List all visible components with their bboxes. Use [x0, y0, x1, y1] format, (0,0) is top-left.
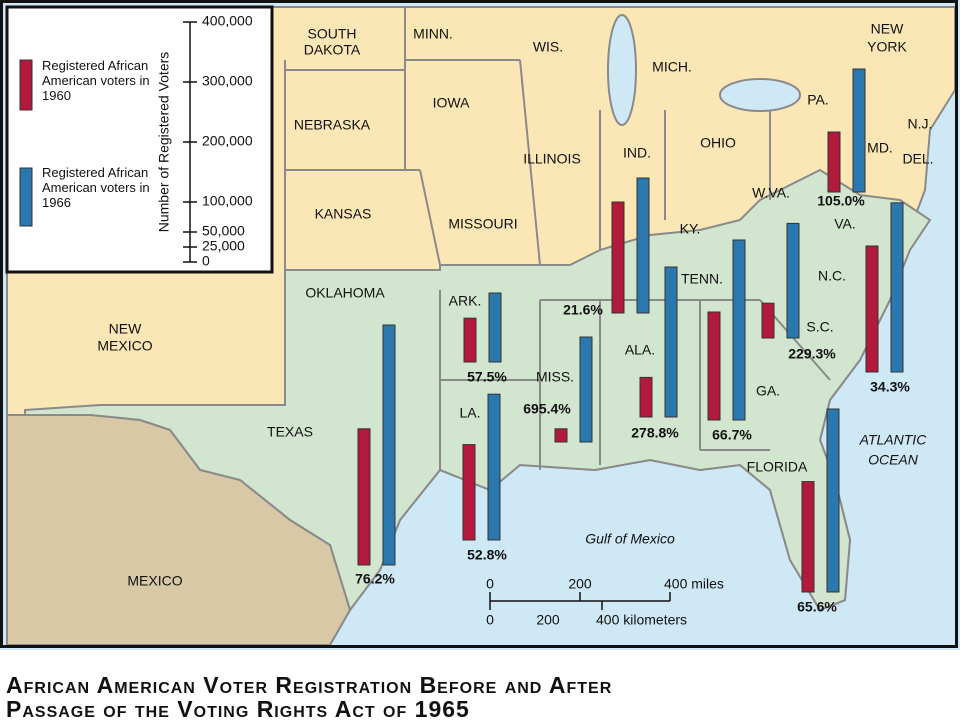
change-label: 229.3%	[788, 346, 836, 362]
scale-label: 400 kilometers	[596, 612, 687, 628]
scale-label: 0	[486, 612, 494, 628]
change-label: 66.7%	[712, 427, 752, 443]
legend-swatch	[19, 59, 33, 111]
state-label: MISS.	[536, 369, 574, 385]
map-label: MD.	[867, 140, 893, 156]
map-label: WIS.	[533, 39, 563, 55]
legend-box	[5, 5, 274, 274]
change-label: 21.6%	[563, 302, 603, 318]
bar-1960	[357, 428, 371, 566]
map-label: OHIO	[700, 135, 736, 151]
tick-label: 300,000	[202, 73, 253, 89]
map-label: MISSOURI	[448, 216, 517, 232]
bar-1966	[636, 177, 650, 314]
scale-label: 200	[536, 612, 560, 628]
state-label: ALA.	[625, 342, 655, 358]
lake	[607, 14, 637, 126]
change-label: 65.6%	[797, 599, 837, 615]
change-label: 52.8%	[467, 547, 507, 563]
change-label: 105.0%	[817, 193, 865, 209]
bar-1966	[826, 408, 840, 593]
bar-1960	[554, 428, 568, 443]
map-label: PA.	[807, 92, 829, 108]
map-label: OKLAHOMA	[305, 285, 385, 301]
map-label: KY.	[680, 221, 701, 237]
bar-1960	[462, 444, 476, 541]
bar-1960	[707, 311, 721, 421]
map-label: MEXICO	[127, 573, 182, 589]
bar-1960	[761, 302, 775, 339]
legend-label: Registered African American voters in 19…	[42, 58, 150, 103]
state-label: GA.	[756, 383, 780, 399]
legend-swatch	[19, 167, 33, 227]
bar-1960	[801, 481, 815, 593]
scale-bar	[489, 592, 671, 610]
change-label: 76.2%	[355, 571, 395, 587]
tick-label: 100,000	[202, 193, 253, 209]
map-label: MEXICO	[97, 338, 152, 354]
state-label: LA.	[459, 405, 480, 421]
bar-1966	[732, 239, 746, 421]
map-frame	[0, 0, 958, 648]
map-label: NEW	[871, 21, 904, 37]
tick-label: 200,000	[202, 133, 253, 149]
change-label: 695.4%	[523, 401, 571, 417]
bar-1960	[827, 131, 841, 193]
map-label: DEL.	[902, 151, 933, 167]
map-label: NEBRASKA	[294, 117, 371, 133]
state-label: TEXAS	[267, 424, 313, 440]
state-label: FLORIDA	[747, 459, 808, 475]
state-label: N.C.	[818, 268, 846, 284]
state-label: TENN.	[681, 271, 723, 287]
tick-label: 50,000	[202, 223, 245, 239]
bar-1966	[488, 292, 502, 363]
change-label: 57.5%	[467, 369, 507, 385]
map-label: OCEAN	[868, 452, 919, 468]
state-label: S.C.	[806, 319, 833, 335]
map-label: ATLANTIC	[859, 432, 928, 448]
tick-label: 25,000	[202, 238, 245, 254]
map-label: DAKOTA	[304, 42, 361, 58]
tick-label: 0	[202, 253, 210, 269]
state-label: ARK.	[449, 293, 482, 309]
lake	[719, 78, 801, 112]
map-label: IND.	[623, 145, 651, 161]
state-label: VA.	[834, 216, 856, 232]
map-label: ILLINOIS	[523, 151, 581, 167]
map-label: W.VA.	[752, 185, 790, 201]
map-label: IOWA	[433, 95, 470, 111]
change-label: 34.3%	[870, 379, 910, 395]
map: Number of Registered Voters 0 200 400 mi…	[0, 0, 960, 650]
bar-1966	[382, 324, 396, 566]
bar-1960	[639, 376, 653, 418]
legend-label: Registered African American voters in 19…	[42, 165, 150, 210]
map-label: MINN.	[413, 26, 453, 42]
title-line: African American Voter Registration Befo…	[6, 672, 613, 698]
map-label: MICH.	[652, 59, 692, 75]
map-label: SOUTH	[308, 26, 357, 42]
title-line: Passage of the Voting Rights Act of 1965	[6, 696, 470, 720]
change-label: 278.8%	[631, 425, 679, 441]
tick-label: 400,000	[202, 13, 253, 29]
scale-label: 0	[486, 576, 494, 592]
map-label: NEW	[109, 321, 142, 337]
bar-1960	[611, 201, 625, 314]
map-label: KANSAS	[315, 206, 372, 222]
bar-1960	[463, 317, 477, 363]
scale-label: 400 miles	[664, 576, 724, 592]
bar-1966	[786, 222, 800, 339]
bar-1966	[852, 68, 866, 193]
state-borders	[284, 7, 831, 470]
bar-1966	[487, 393, 501, 541]
bar-1966	[664, 266, 678, 418]
axis-label: Number of Registered Voters	[156, 52, 172, 233]
bar-1966	[579, 336, 593, 443]
bar-1960	[865, 245, 879, 373]
map-label: N.J.	[908, 116, 933, 132]
scale-label: 200	[568, 576, 592, 592]
map-label: YORK	[867, 39, 907, 55]
map-label: Gulf of Mexico	[585, 531, 675, 547]
bar-1966	[890, 202, 904, 373]
